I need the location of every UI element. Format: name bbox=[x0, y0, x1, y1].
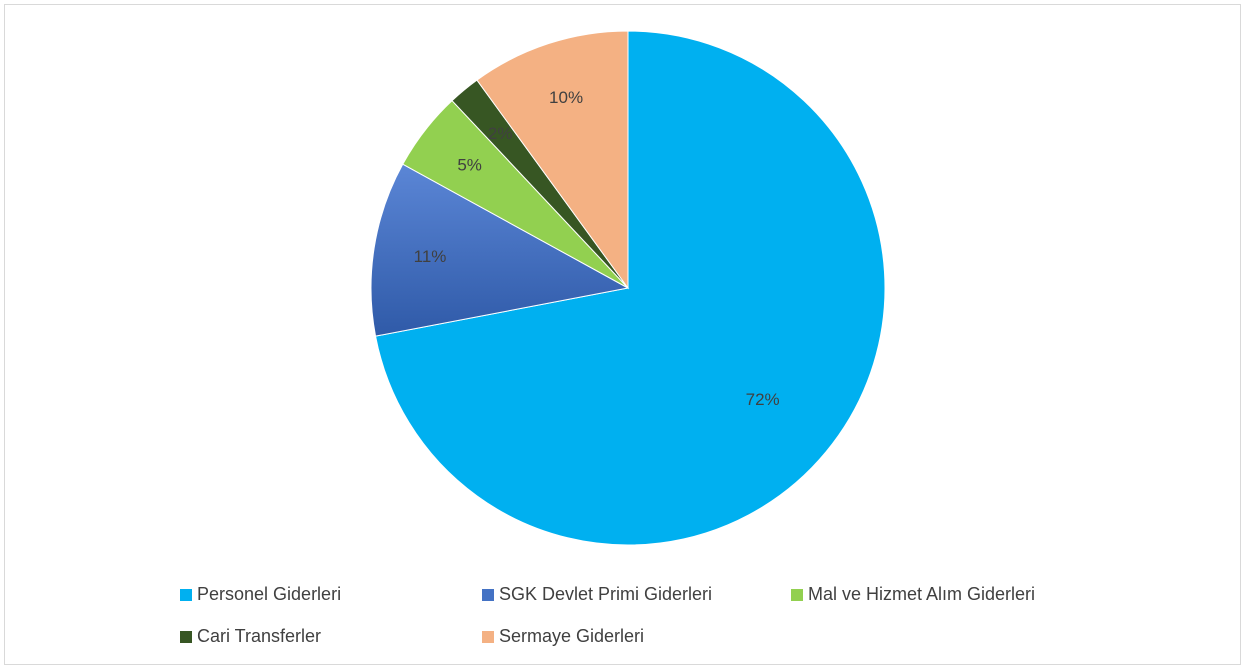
legend-label: Sermaye Giderleri bbox=[499, 626, 645, 646]
legend-swatch bbox=[482, 588, 494, 601]
legend-item-cari-transferler: Cari Transferler bbox=[180, 626, 321, 647]
pie-slice-personel-giderleri bbox=[374, 30, 886, 546]
legend-label: Mal ve Hizmet Alım Giderleri bbox=[808, 584, 1036, 604]
data-label-cari-transferler: 2% bbox=[488, 124, 513, 143]
pie-slice-sgk-devlet-primi-giderleri bbox=[370, 163, 630, 337]
legend-label: Cari Transferler bbox=[197, 626, 322, 646]
legend-item-mal-hizmet: Mal ve Hizmet Alım Giderleri bbox=[791, 584, 1035, 605]
data-label-personel-giderleri: 72% bbox=[746, 390, 780, 409]
legend-item-sermaye: Sermaye Giderleri bbox=[482, 626, 644, 647]
data-label-sgk-devlet-primi-giderleri: 11% bbox=[414, 247, 447, 266]
pie-slice-sermaye-giderleri bbox=[476, 30, 629, 290]
legend-swatch bbox=[791, 588, 803, 601]
legend-swatch bbox=[482, 630, 494, 643]
data-label-sermaye-giderleri: 10% bbox=[549, 88, 583, 107]
legend-item-sgk: SGK Devlet Primi Giderleri bbox=[482, 584, 712, 605]
legend-swatch bbox=[180, 630, 192, 643]
legend-label: Personel Giderleri bbox=[197, 584, 342, 604]
data-label-mal-ve-hizmet-alim-giderleri: 5% bbox=[457, 156, 482, 175]
legend-label: SGK Devlet Primi Giderleri bbox=[499, 584, 713, 604]
legend-item-personel: Personel Giderleri bbox=[180, 584, 341, 605]
legend-swatch bbox=[180, 588, 192, 601]
